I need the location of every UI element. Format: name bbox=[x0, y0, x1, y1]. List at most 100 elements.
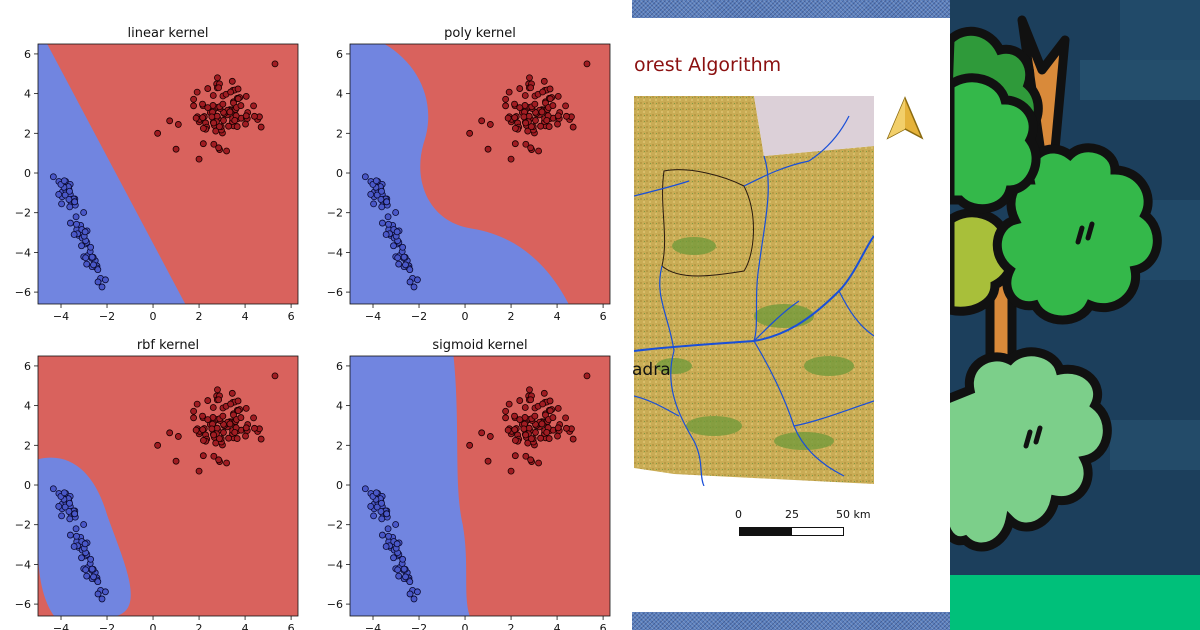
point-negative bbox=[66, 515, 74, 523]
point-negative bbox=[82, 254, 90, 262]
y-tick-label: 6 bbox=[24, 48, 31, 61]
map-image bbox=[634, 96, 874, 486]
point-positive bbox=[214, 74, 221, 82]
point-negative bbox=[406, 266, 414, 274]
point-positive bbox=[226, 420, 234, 428]
point-positive bbox=[172, 457, 180, 465]
map-place-label: adra bbox=[632, 360, 671, 380]
point-negative bbox=[55, 191, 63, 198]
point-positive bbox=[569, 123, 577, 131]
point-positive bbox=[522, 431, 530, 439]
point-positive bbox=[511, 412, 518, 420]
point-negative bbox=[399, 555, 407, 563]
point-positive bbox=[166, 429, 174, 437]
point-negative bbox=[66, 499, 73, 507]
point-positive bbox=[516, 85, 524, 92]
y-tick-label: −2 bbox=[327, 207, 343, 220]
denim-border-top bbox=[632, 0, 950, 18]
scale-label-50: 50 km bbox=[836, 508, 871, 521]
point-positive bbox=[502, 407, 510, 415]
point-positive bbox=[199, 436, 207, 444]
point-negative bbox=[58, 200, 65, 208]
north-arrow-icon bbox=[886, 96, 924, 140]
point-positive bbox=[545, 123, 553, 130]
point-positive bbox=[204, 397, 212, 404]
point-negative bbox=[410, 595, 418, 603]
decision-regions bbox=[350, 44, 610, 304]
point-negative bbox=[390, 554, 397, 562]
svm-kernel-figure: linear kernel −4 −2 0 2 4 6 6 4 2 0 −2 −4 −6 poly kern… bbox=[14, 26, 611, 630]
point-positive bbox=[190, 102, 197, 110]
point-negative bbox=[379, 531, 386, 539]
point-positive bbox=[234, 407, 242, 415]
axes-frame bbox=[349, 355, 611, 617]
x-tick-label: 6 bbox=[600, 622, 607, 630]
district-boundary bbox=[661, 169, 754, 277]
y-tick-label: −4 bbox=[15, 558, 31, 571]
x-tick-label: 4 bbox=[242, 622, 249, 630]
y-tick-label: 4 bbox=[336, 400, 343, 413]
point-positive bbox=[242, 424, 250, 432]
point-positive bbox=[215, 396, 223, 404]
point-positive bbox=[528, 123, 535, 131]
point-positive bbox=[242, 92, 250, 100]
axes-frame bbox=[37, 355, 299, 617]
point-positive bbox=[195, 155, 203, 163]
point-positive bbox=[546, 407, 554, 415]
point-negative bbox=[71, 510, 79, 518]
point-positive bbox=[174, 433, 182, 440]
point-positive bbox=[223, 147, 230, 155]
point-positive bbox=[527, 144, 535, 152]
point-negative bbox=[395, 260, 403, 268]
subplot-title: poly kernel bbox=[444, 26, 516, 41]
point-negative bbox=[49, 173, 57, 181]
point-positive bbox=[228, 77, 236, 85]
point-positive bbox=[216, 435, 223, 443]
point-positive bbox=[484, 457, 492, 465]
point-positive bbox=[234, 397, 242, 405]
point-negative bbox=[382, 231, 390, 238]
point-negative bbox=[94, 578, 102, 586]
point-positive bbox=[478, 429, 486, 437]
point-positive bbox=[251, 112, 258, 120]
point-negative bbox=[94, 278, 102, 286]
subplot-title: linear kernel bbox=[128, 26, 209, 41]
point-negative bbox=[94, 590, 102, 598]
point-negative bbox=[87, 555, 95, 563]
x-tick-label: 4 bbox=[242, 310, 249, 323]
svm-subplot-3: sigmoid kernel −4 −2 0 2 4 6 6 4 2 0 −2 −4 −6 bbox=[327, 338, 611, 630]
point-positive bbox=[466, 129, 474, 137]
point-positive bbox=[466, 441, 474, 449]
point-positive bbox=[478, 117, 486, 125]
point-positive bbox=[257, 435, 265, 443]
y-tick-label: −4 bbox=[327, 558, 343, 571]
point-negative bbox=[61, 191, 69, 199]
point-negative bbox=[65, 195, 73, 203]
point-positive bbox=[516, 397, 524, 404]
point-positive bbox=[522, 140, 530, 148]
point-positive bbox=[502, 414, 509, 422]
point-negative bbox=[384, 525, 392, 533]
map-panel: orest Algorithm bbox=[632, 0, 950, 630]
point-positive bbox=[251, 424, 258, 432]
point-positive bbox=[543, 428, 551, 436]
point-positive bbox=[554, 120, 561, 128]
x-tick-label: 6 bbox=[288, 310, 295, 323]
point-positive bbox=[531, 100, 539, 108]
point-negative bbox=[394, 254, 402, 262]
point-positive bbox=[234, 85, 242, 93]
point-positive bbox=[193, 400, 201, 408]
y-tick-label: 2 bbox=[336, 439, 343, 452]
point-positive bbox=[154, 441, 162, 449]
y-tick-label: −2 bbox=[15, 519, 31, 532]
point-positive bbox=[227, 400, 235, 408]
left-foliage bbox=[950, 73, 1041, 214]
point-negative bbox=[58, 512, 65, 520]
point-positive bbox=[546, 95, 554, 103]
point-positive bbox=[535, 147, 542, 155]
scale-bar bbox=[739, 527, 844, 536]
y-tick-label: 6 bbox=[336, 360, 343, 373]
x-tick-label: 0 bbox=[150, 622, 157, 630]
point-negative bbox=[378, 187, 385, 195]
point-positive bbox=[226, 108, 234, 116]
